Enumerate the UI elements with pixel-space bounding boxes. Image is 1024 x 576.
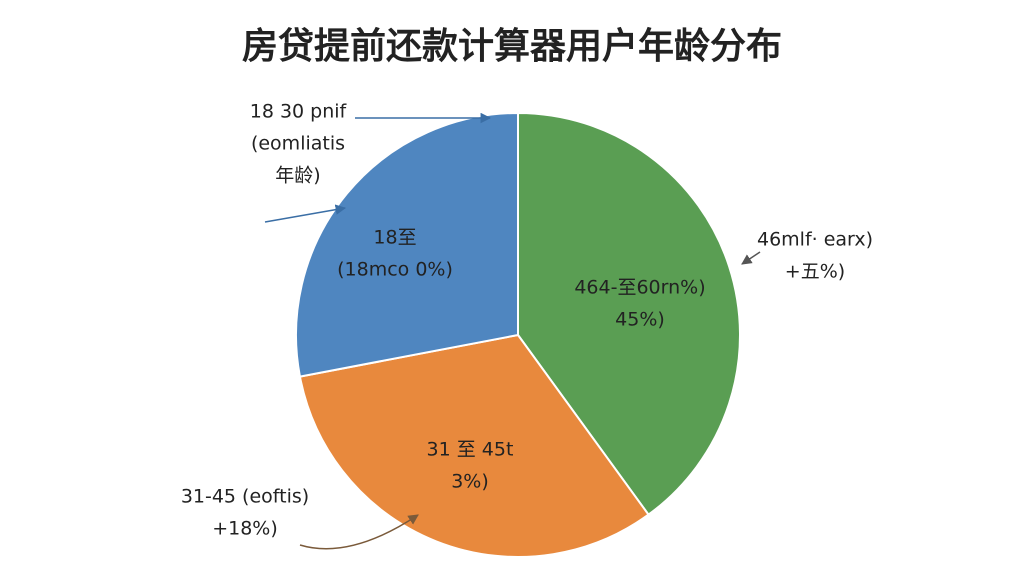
callout-label: +五%) — [785, 261, 845, 283]
slice-label: (18mco 0%) — [337, 259, 453, 281]
chart-title: 房贷提前还款计算器用户年龄分布 — [242, 26, 782, 67]
callout-label: 31-45 (eoftis) — [181, 486, 309, 508]
pie-slice — [298, 333, 650, 558]
callout-label: 18 30 pnif — [250, 101, 348, 123]
callout-label: +18%) — [212, 518, 278, 540]
slice-label: 464-至60rn%) — [574, 277, 705, 299]
callout-arrow — [741, 251, 761, 265]
pie-slice — [517, 111, 741, 516]
callout-label: 46mlf· earx) — [757, 229, 873, 251]
callout-label: (eomliatis — [251, 133, 345, 155]
slice-label: 45%) — [615, 309, 665, 331]
slice-label: 31 至 45t — [427, 439, 514, 461]
slice-label: 18至 — [373, 227, 416, 249]
slice-label: 3%) — [451, 471, 489, 493]
callout-label: 年龄) — [275, 165, 320, 187]
pie — [295, 111, 741, 558]
callout-arrow — [299, 514, 419, 550]
callout-arrow — [264, 204, 347, 223]
